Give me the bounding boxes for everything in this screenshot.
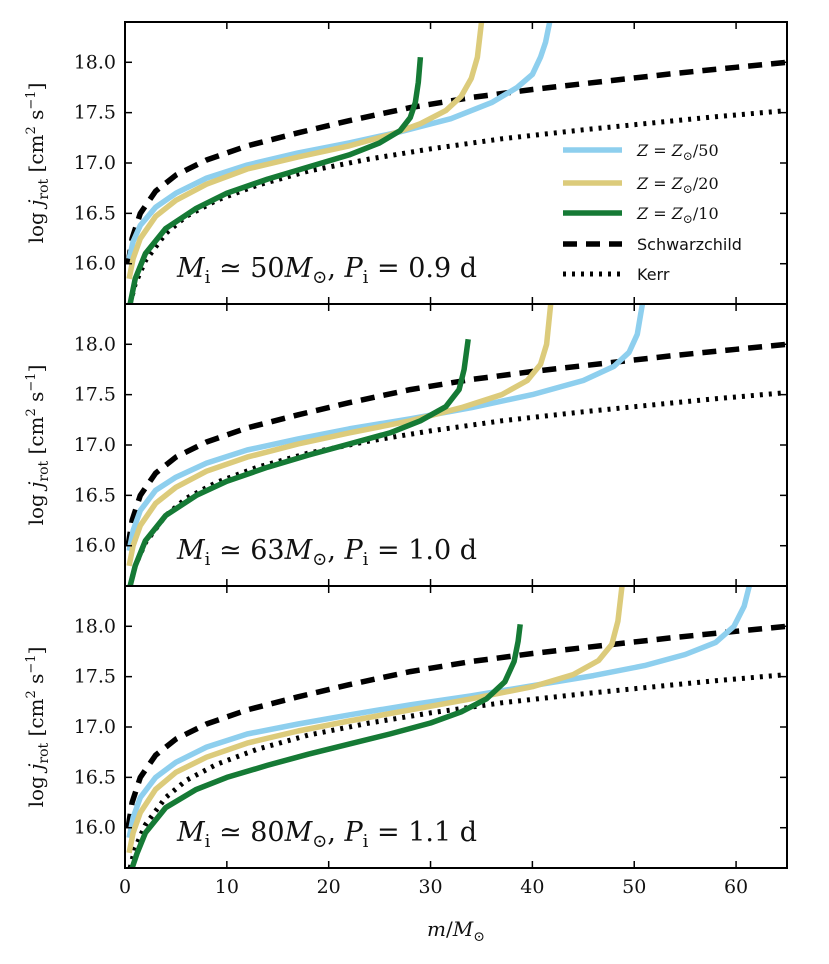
series-line-z50 xyxy=(126,22,553,260)
y-tick-label: 17.0 xyxy=(74,152,116,174)
series-line-z20 xyxy=(126,304,554,567)
series-line-z20 xyxy=(126,586,625,854)
x-tick-label: 30 xyxy=(418,876,442,898)
x-tick-label: 20 xyxy=(317,876,341,898)
y-tick-label: 16.5 xyxy=(74,484,116,506)
series-line-schwarz xyxy=(125,59,787,265)
panel-annotation: Mi ≃ 50M⊙, Pi = 0.9 d xyxy=(176,253,477,288)
y-axis-title: log jrot [cm2 s−1] xyxy=(24,83,52,244)
panel-annotation: Mi ≃ 80M⊙, Pi = 1.1 d xyxy=(176,817,477,852)
legend-label-z50: Z = Z⊙/50 xyxy=(636,141,719,163)
y-tick-label: 17.0 xyxy=(74,716,116,738)
legend-label-z10: Z = Z⊙/10 xyxy=(636,204,719,226)
y-tick-label: 16.5 xyxy=(74,766,116,788)
legend-label-z20: Z = Z⊙/20 xyxy=(636,174,719,196)
y-tick-label: 17.0 xyxy=(74,434,116,456)
y-tick-label: 16.0 xyxy=(74,817,116,839)
series-line-z20 xyxy=(126,22,485,280)
series-line-z50 xyxy=(126,304,646,552)
y-tick-label: 16.5 xyxy=(74,202,116,224)
y-axis-title: log jrot [cm2 s−1] xyxy=(24,365,52,526)
series-line-z10 xyxy=(127,56,424,304)
y-tick-label: 17.5 xyxy=(74,666,116,688)
y-tick-label: 16.0 xyxy=(74,535,116,557)
x-axis-title: m/M⊙ xyxy=(427,917,485,945)
series-line-schwarz xyxy=(125,623,787,829)
legend-label-schwarz: Schwarzchild xyxy=(637,235,742,254)
legend-label-kerr: Kerr xyxy=(637,265,670,284)
series-line-schwarz xyxy=(125,341,787,547)
panel-2: 16.0 16.5 17.0 17.5 18.0 log jrot [cm2 s−1] Mi… xyxy=(24,303,788,587)
y-tick-label: 18.0 xyxy=(74,51,116,73)
y-tick-label: 17.5 xyxy=(74,102,116,124)
panel-1: 16.0 16.5 17.0 17.5 18.0 log jrot [cm2 s−1] Mi… xyxy=(24,21,788,305)
x-tick-label: 60 xyxy=(724,876,748,898)
y-tick-label: 16.0 xyxy=(74,253,116,275)
y-axis-title: log jrot [cm2 s−1] xyxy=(24,647,52,808)
y-tick-label: 18.0 xyxy=(74,333,116,355)
panel-annotation: Mi ≃ 63M⊙, Pi = 1.0 d xyxy=(176,535,477,570)
x-tick-label: 50 xyxy=(622,876,646,898)
series-line-z10 xyxy=(129,623,523,868)
panel-3: 16.0 16.5 17.0 17.5 18.0 0 10 20 30 40 50 60 log jro… xyxy=(24,585,788,898)
legend: Z = Z⊙/50 Z = Z⊙/20 Z = Z⊙/10 Schwarzchild K… xyxy=(563,141,742,284)
x-tick-label: 0 xyxy=(119,876,131,898)
x-tick-label: 10 xyxy=(215,876,239,898)
y-tick-label: 18.0 xyxy=(74,615,116,637)
series-line-z10 xyxy=(127,338,471,586)
y-tick-label: 17.5 xyxy=(74,384,116,406)
series-line-z50 xyxy=(126,586,752,839)
x-tick-label: 40 xyxy=(520,876,544,898)
